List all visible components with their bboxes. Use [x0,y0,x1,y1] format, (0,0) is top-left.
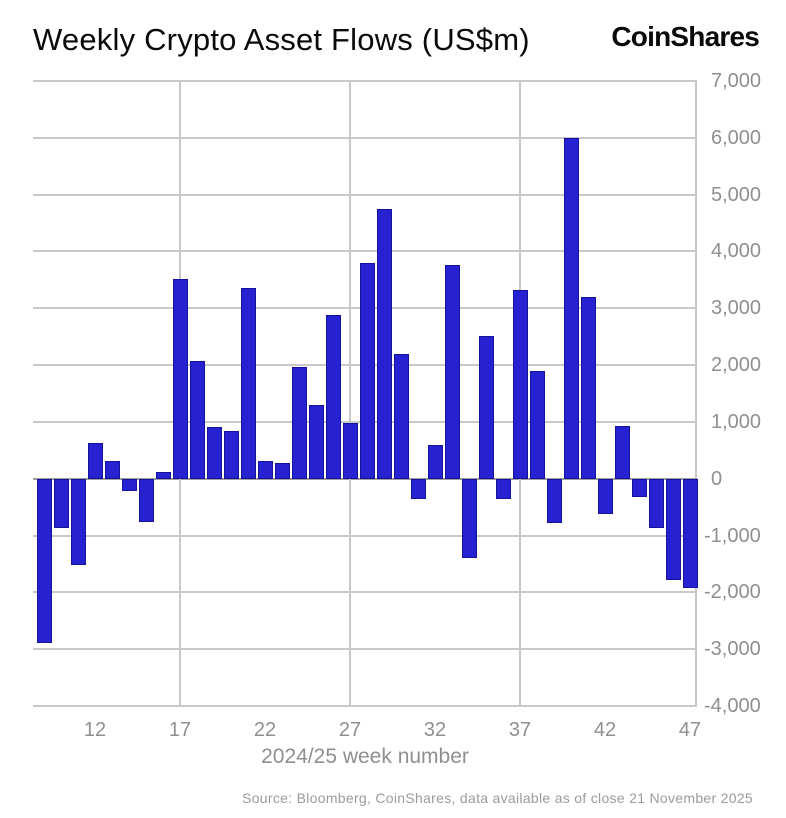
y-axis-tick-label: 3,000 [711,297,762,320]
bar-week-20 [223,430,239,479]
plot-area [33,80,698,707]
bar-week-40 [563,138,579,479]
zero-line [33,477,697,480]
bar-week-44 [631,478,647,497]
y-axis-tick-label: 0 [711,467,723,490]
bar-week-45 [648,478,664,529]
x-axis-tick-label: 17 [168,719,192,741]
bar-week-23 [274,463,290,479]
bar-week-25 [308,404,324,479]
bar-week-36 [495,478,511,500]
bar-week-37 [512,289,528,479]
gridline-v [349,81,351,706]
y-axis-tick-label: -3,000 [704,638,761,661]
bar-week-29 [376,209,392,479]
y-axis-tick-label: -4,000 [704,695,761,717]
y-axis-tick-label: 2,000 [711,354,762,377]
bar-week-30 [393,353,409,479]
bar-week-46 [665,478,681,581]
bar-week-38 [529,370,545,479]
gridline-h [33,705,697,707]
gridline-h [33,648,697,651]
x-axis-tick-label: 22 [253,719,277,741]
bar-week-13 [104,461,120,479]
gridline-h [33,80,697,82]
bar-week-10 [53,478,69,528]
gridline-h [33,250,697,253]
gridline-h [33,193,697,196]
bar-week-41 [580,297,596,479]
chart-title: Weekly Crypto Asset Flows (US$m) [33,22,530,57]
bar-week-39 [546,478,562,524]
bar-week-35 [478,335,494,479]
bar-week-47 [682,478,698,588]
bar-week-27 [342,422,358,479]
bar-week-12 [87,442,103,479]
bar-week-14 [121,478,137,491]
bar-week-26 [325,314,341,479]
gridline-h [33,591,697,594]
x-axis-tick-label: 32 [423,719,447,741]
bar-week-18 [189,360,205,479]
x-axis-tick-label: 27 [338,719,362,741]
bar-week-33 [444,265,460,479]
bar-week-11 [70,478,86,565]
bar-week-31 [410,478,426,499]
bar-week-24 [291,366,307,479]
y-axis-tick-label: 1,000 [711,410,762,433]
bar-week-16 [155,472,171,479]
bar-week-17 [172,278,188,479]
x-axis-title: 2024/25 week number [261,745,469,768]
coinshares-logo: CoinShares [611,21,759,52]
bar-week-9 [36,478,52,644]
source-note: Source: Bloomberg, CoinShares, data avai… [242,790,753,806]
bar-week-19 [206,426,222,479]
y-axis-tick-label: -1,000 [704,524,761,547]
gridline-h [33,136,697,139]
bar-week-15 [138,478,154,523]
x-axis-tick-label: 37 [508,719,532,741]
x-axis-tick-label: 12 [83,719,107,741]
bar-week-34 [461,478,477,559]
y-axis-tick-label: 7,000 [711,70,762,92]
y-axis-tick-label: 6,000 [711,126,762,149]
bar-week-21 [240,287,256,479]
x-axis-tick-label: 47 [678,719,702,741]
bar-week-28 [359,262,375,479]
bar-week-42 [597,478,613,514]
x-axis-tick-label: 42 [593,719,617,741]
bar-week-43 [614,425,630,479]
y-axis-tick-label: -2,000 [704,581,761,604]
bar-week-32 [427,445,443,479]
y-axis-tick-label: 4,000 [711,240,762,263]
y-axis-tick-label: 5,000 [711,183,762,206]
bar-week-22 [257,460,273,479]
gridline-h [33,534,697,537]
